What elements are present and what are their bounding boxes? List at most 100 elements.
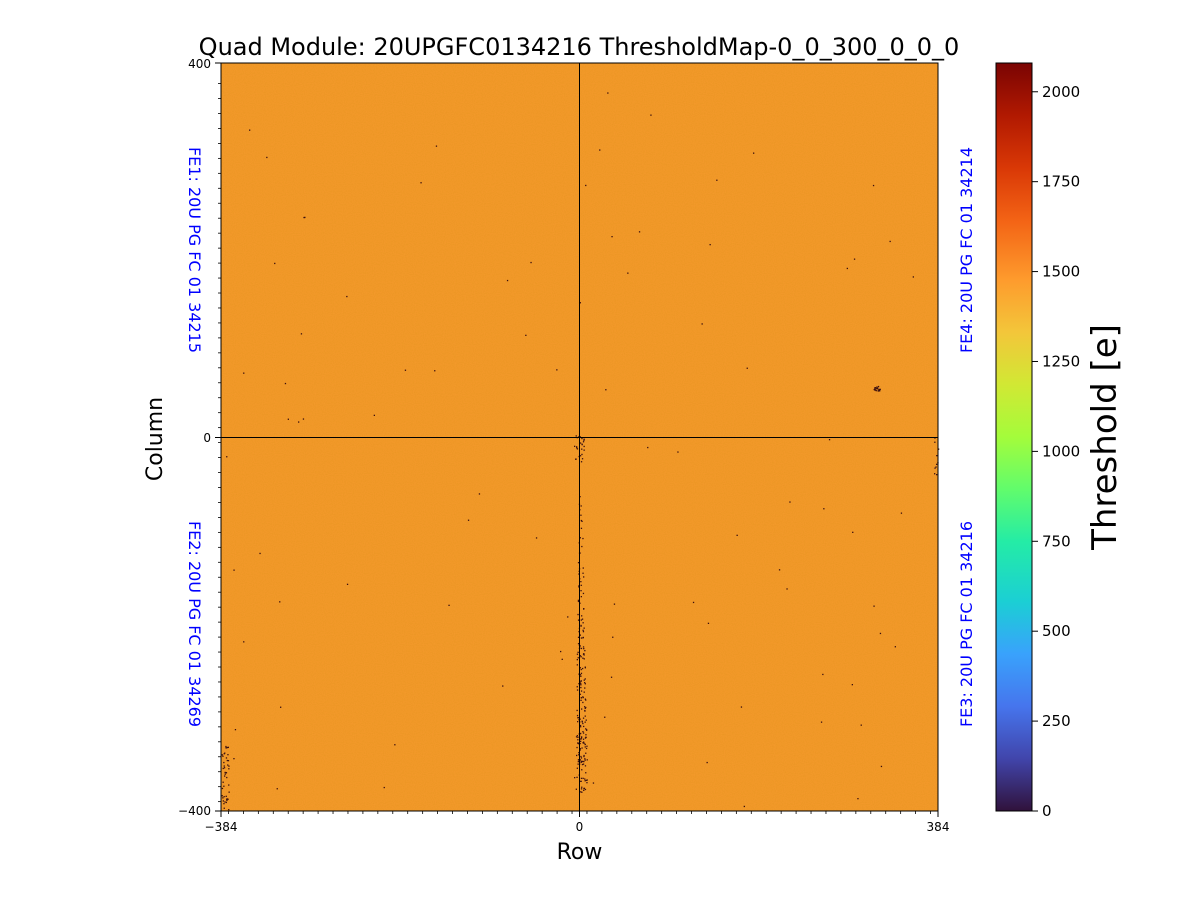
heatmap-plot-area [220,62,940,812]
low-pixel [585,736,587,739]
low-pixel [576,714,579,717]
low-pixel [581,720,583,722]
low-pixel [582,636,584,639]
low-pixel [580,527,583,529]
y-axis-label: Column [143,397,168,481]
low-pixel [579,748,581,750]
low-pixel [243,372,245,374]
low-pixel [584,758,586,760]
low-pixel [223,796,225,798]
colorbar-tick-label: 1500 [1042,263,1080,281]
low-pixel [581,444,583,446]
low-pixel [580,683,582,685]
low-pixel [879,632,882,635]
low-pixel [227,754,229,756]
low-pixel [581,736,583,738]
colorbar-label: Threshold [e] [1085,324,1125,551]
low-pixel [579,496,581,498]
low-pixel [576,754,578,757]
low-pixel [448,604,450,606]
low-pixel [585,747,588,750]
low-pixel [875,387,877,389]
low-pixel [934,467,936,469]
low-pixel [875,390,877,392]
low-pixel [302,418,305,420]
low-pixel [581,618,584,620]
low-pixel [582,622,584,624]
low-pixel [223,765,225,767]
low-pixel [580,690,583,692]
low-pixel [579,749,581,751]
low-pixel [677,451,679,453]
low-pixel [226,759,228,762]
low-pixel [581,747,583,749]
low-pixel [934,441,936,443]
low-pixel [580,791,582,793]
low-pixel [578,752,580,754]
low-pixel [879,390,881,392]
low-pixel [583,608,585,610]
low-pixel [580,697,583,699]
low-pixel [279,601,281,603]
low-pixel [556,369,558,371]
low-pixel [581,615,583,617]
low-pixel [936,455,938,457]
low-pixel [582,572,584,574]
low-pixel [599,149,601,151]
low-pixel [701,323,703,325]
low-pixel [874,387,876,389]
low-pixel [225,801,227,804]
x-tick-label: −384 [205,820,238,834]
low-pixel [580,777,583,779]
low-pixel [582,696,584,699]
x-axis-label: Row [557,840,603,865]
low-pixel [224,771,226,774]
low-pixel [276,788,278,790]
low-pixel [692,601,695,604]
low-pixel [225,757,228,759]
low-pixel [582,701,584,704]
low-pixel [584,682,586,684]
low-pixel [579,693,581,695]
low-pixel [585,752,587,754]
low-pixel [604,716,606,718]
low-pixel [585,706,587,709]
low-pixel [876,387,879,389]
low-pixel [880,765,883,768]
low-pixel [576,448,579,450]
y-axis: 400 0 −400 Column [143,57,221,818]
low-pixel [579,682,581,684]
low-pixel [228,768,230,770]
low-pixel [577,657,579,659]
low-pixel [584,698,586,700]
low-pixel [852,531,854,533]
low-pixel [284,382,287,385]
low-pixel [851,684,853,686]
low-pixel [583,648,585,650]
low-pixel [300,333,303,335]
low-pixel [584,778,586,780]
low-pixel [583,754,585,757]
low-pixel [530,261,532,264]
low-pixel [889,240,891,243]
low-pixel [303,216,305,219]
low-pixel [584,650,586,652]
low-pixel [778,569,781,571]
low-pixel [502,685,504,687]
low-pixel [580,656,582,658]
low-pixel [584,780,586,782]
low-pixel [576,653,579,655]
low-pixel [577,636,580,638]
low-pixel [274,262,276,265]
low-pixel [584,737,587,739]
low-pixel [576,776,578,778]
low-pixel [938,448,940,450]
low-pixel [577,759,580,761]
low-pixel [435,145,438,147]
low-pixel [577,600,580,603]
low-pixel [225,747,227,749]
low-pixel [583,445,585,448]
low-pixel [577,763,579,765]
low-pixel [580,596,582,598]
low-pixel [567,616,569,618]
